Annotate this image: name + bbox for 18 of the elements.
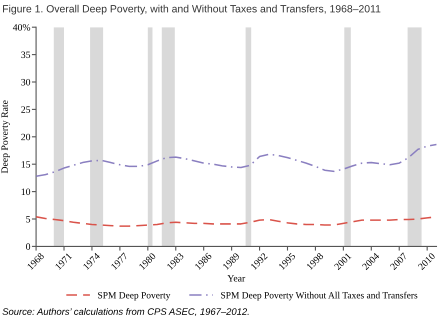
y-axis-title: Deep Poverty Rate: [1, 100, 10, 174]
line-series: [36, 144, 436, 178]
source-note: Source: Authors’ calculations from CPS ASEC, 1967–2012.: [2, 308, 249, 316]
y-tick-label: 40%: [12, 24, 30, 31]
y-tick-label: 5: [26, 216, 30, 222]
x-tick-label: 2001: [334, 252, 352, 270]
y-tick-label: 30: [21, 78, 30, 86]
x-tick-label: 1971: [54, 252, 72, 270]
legend-label: SPM Deep Poverty: [98, 292, 170, 300]
y-tick-label: 25: [21, 106, 30, 113]
y-tick-label: 0: [26, 243, 30, 250]
y-tick-label: 20: [21, 134, 30, 140]
legend-label: SPM Deep Poverty Without All Taxes and Transfers: [221, 292, 418, 300]
y-tick-label: 35: [21, 52, 30, 58]
chart-title: Figure 1. Overall Deep Poverty, with and Without Taxes and Transfers, 1968–2011: [3, 4, 380, 15]
y-tick-label: 10: [22, 188, 30, 196]
y-tick-label: 15: [22, 161, 30, 168]
x-axis-title: Year: [227, 275, 246, 282]
